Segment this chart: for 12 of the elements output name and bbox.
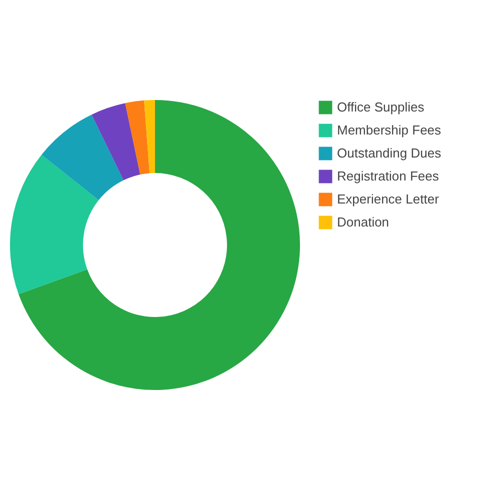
legend-label: Membership Fees [337,122,442,138]
donut-slice [42,114,124,200]
donut-slice [125,100,150,175]
legend-label: Office Supplies [337,100,425,114]
legend-label: Registration Fees [337,168,440,184]
donut-slice [10,154,99,294]
legend-label: Outstanding Dues [337,146,442,160]
legend-label: Experience Letter [337,192,440,206]
donut-slice [144,100,155,174]
legend-label: Donation [337,214,390,230]
donut-slice [18,100,300,390]
donut-slice [92,103,140,180]
